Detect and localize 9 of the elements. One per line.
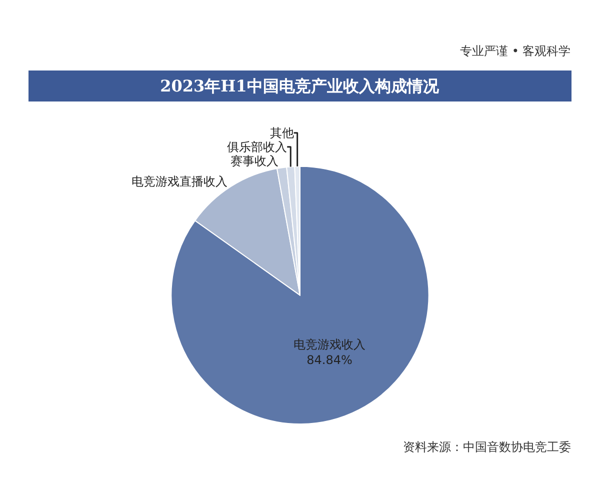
- data-label: 84.84%: [306, 353, 352, 368]
- slice-label: 赛事收入: [230, 154, 278, 168]
- slice-label: 俱乐部收入: [227, 140, 288, 154]
- slice-label: 电竞游戏直播收入: [131, 174, 228, 189]
- slice-label: 电竞游戏收入: [294, 338, 366, 352]
- text: 专业严谨 • 客观科学: [460, 44, 571, 58]
- text: 资料来源：中国音数协电竞工委: [403, 440, 571, 454]
- chart-title: 2023年H1中国电竞产业收入构成情况: [160, 76, 440, 96]
- slice-label: 其他: [270, 126, 294, 140]
